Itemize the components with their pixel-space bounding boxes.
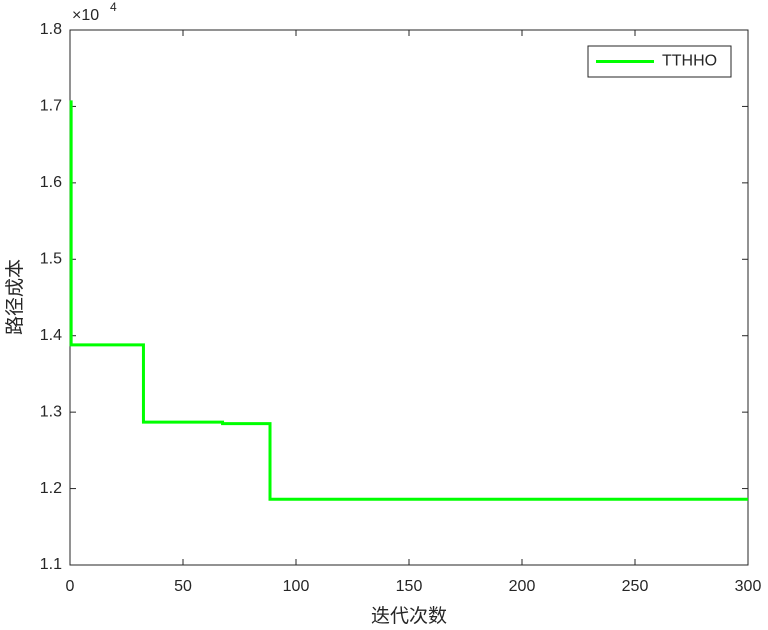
line (69, 100, 748, 501)
x-tick-label: 100 (283, 578, 310, 595)
x-tick-label: 0 (66, 578, 75, 595)
y-tick-label: 1.5 (40, 251, 62, 268)
y-multiplier-base: ×10 (72, 7, 99, 24)
x-tick-label: 300 (735, 578, 762, 595)
y-multiplier-exponent: 4 (110, 0, 117, 14)
x-tick-label: 200 (509, 578, 536, 595)
y-tick-label: 1.3 (40, 403, 62, 420)
plot-area (69, 29, 749, 566)
y-tick-label: 1.8 (40, 21, 62, 38)
x-tick-label: 150 (396, 578, 423, 595)
x-tick-label: 250 (622, 578, 649, 595)
y-tick-label: 1.4 (40, 327, 62, 344)
y-tick-label: 1.1 (40, 556, 62, 573)
y-tick-label: 1.2 (40, 480, 62, 497)
y-tick-label: 1.6 (40, 174, 62, 191)
legend-label: TTHHO (662, 53, 717, 70)
y-axis-label: 路径成本 (4, 259, 26, 335)
x-axis-label: 迭代次数 (371, 605, 447, 627)
x-tick-label: 50 (174, 578, 192, 595)
y-tick-label: 1.7 (40, 98, 62, 115)
